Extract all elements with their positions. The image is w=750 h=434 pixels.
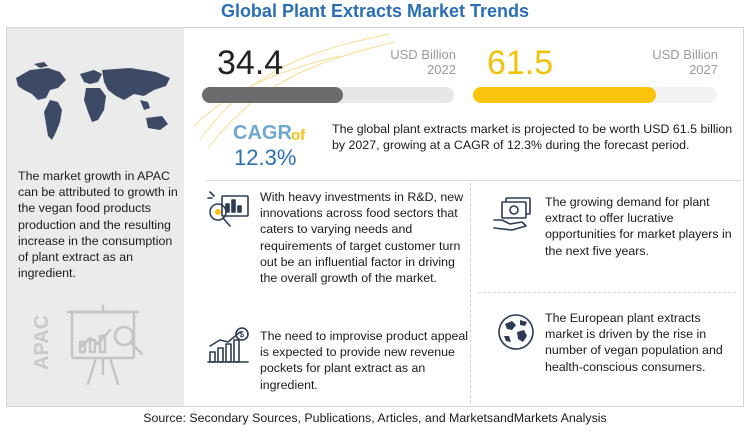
cagr-label: CAGR — [233, 122, 292, 144]
rnd-analysis-icon — [207, 191, 249, 227]
point-growing-demand: The growing demand for plant extract to … — [545, 195, 732, 258]
unit-2022: USD Billion 2022 — [360, 47, 456, 77]
growth-chart-icon: $ — [207, 327, 249, 363]
divider-vertical — [470, 183, 471, 403]
apac-description: The market growth in APAC can be attribu… — [18, 169, 178, 281]
source-note: Source: Secondary Sources, Publications,… — [143, 411, 607, 425]
apac-label-text: APAC — [31, 315, 53, 370]
cagr-of: of — [291, 127, 306, 144]
presentation-easel-icon — [66, 304, 144, 386]
point-europe-market: The European plant extracts market is dr… — [545, 311, 723, 374]
year-label-2022: 2022 — [427, 62, 456, 77]
bar-2027 — [473, 87, 717, 103]
divider — [206, 180, 740, 181]
market-value-2022: 34.4 — [217, 44, 284, 82]
unit-label-2027: USD Billion — [652, 47, 718, 62]
cagr-value: 12.3% — [234, 145, 297, 170]
divider-right — [478, 292, 736, 293]
globe-icon — [498, 314, 534, 350]
bar-fill-2022 — [202, 87, 344, 103]
year-label-2027: 2027 — [689, 62, 718, 77]
unit-label-2022: USD Billion — [390, 47, 456, 62]
unit-2027: USD Billion 2027 — [620, 47, 718, 77]
market-value-2027: 61.5 — [487, 44, 554, 82]
bar-2022 — [202, 87, 454, 103]
point-product-appeal: The need to improvise product appeal is … — [260, 329, 469, 392]
svg-text:$: $ — [240, 330, 245, 339]
money-hand-icon — [493, 197, 531, 231]
apac-region-label: APAC — [31, 315, 53, 370]
bar-fill-2027 — [473, 87, 656, 103]
world-map-icon — [16, 62, 170, 140]
point-investments: With heavy investments in R&D, new innov… — [260, 190, 464, 286]
decorative-swirl — [193, 33, 396, 149]
projection-text: The global plant extracts market is proj… — [332, 122, 733, 153]
page-title: Global Plant Extracts Market Trends — [220, 1, 530, 21]
